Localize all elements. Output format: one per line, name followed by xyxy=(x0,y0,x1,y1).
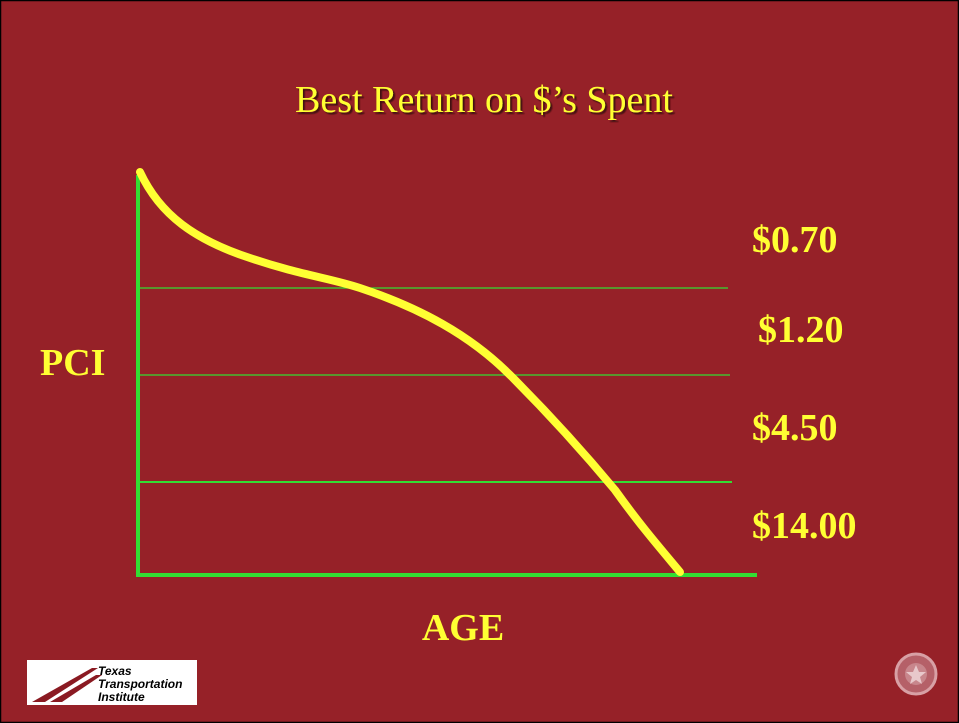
pci-curve xyxy=(136,168,684,576)
zone-label: $0.70 xyxy=(752,219,838,261)
zone-label: $1.20 xyxy=(758,309,844,351)
logo-text: Transportation xyxy=(98,677,182,691)
logo-text: Institute xyxy=(98,690,145,704)
logo-box xyxy=(27,660,197,705)
seal-star xyxy=(906,665,926,684)
logo-text: Texas xyxy=(98,664,132,678)
zone-label: $14.00 xyxy=(752,505,857,547)
logo-mark xyxy=(32,668,102,702)
title: Best Return on $’s Spent xyxy=(295,79,673,121)
y-axis-label: PCI xyxy=(40,342,105,384)
zone-label: $4.50 xyxy=(752,407,838,449)
seal xyxy=(894,652,938,696)
logo: Texas Transportation Institute xyxy=(27,660,197,705)
x-axis-label: AGE xyxy=(422,607,504,649)
